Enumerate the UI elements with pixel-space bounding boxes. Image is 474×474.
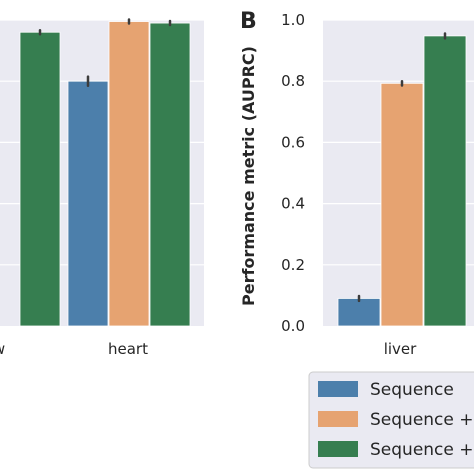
legend-items: Sequence Sequence + Sequence +	[318, 380, 474, 460]
x-tick-label: liver	[384, 340, 417, 358]
bar	[149, 22, 191, 327]
panel-label: B	[240, 9, 257, 34]
legend-label: Sequence	[370, 380, 454, 400]
legend-label: Sequence +	[370, 440, 474, 460]
right-chart-panel: 0.0 0.2 0.4 0.6 0.8 1.0 liver Performance met…	[239, 11, 474, 358]
y-axis-label: Performance metric (AUPRC)	[239, 46, 258, 306]
y-tick-label: 0.8	[281, 72, 305, 90]
left-chart-panel: w heart	[0, 18, 204, 358]
x-tick-label: heart	[108, 340, 148, 358]
left-bars	[19, 18, 191, 327]
x-tick-label: w	[0, 340, 5, 358]
bar	[423, 35, 467, 327]
legend-swatch	[318, 381, 358, 397]
y-tick-label: 0.0	[281, 317, 305, 335]
right-x-tick-labels: liver	[384, 340, 417, 358]
bar	[337, 298, 381, 327]
bar	[67, 80, 109, 327]
legend-swatch	[318, 411, 358, 427]
y-tick-labels: 0.0 0.2 0.4 0.6 0.8 1.0	[281, 11, 305, 335]
y-tick-label: 1.0	[281, 11, 305, 29]
legend-swatch	[318, 441, 358, 457]
bar	[108, 21, 150, 327]
bar	[19, 31, 61, 327]
y-tick-label: 0.6	[281, 133, 305, 151]
bar	[380, 82, 424, 327]
legend: Sequence Sequence + Sequence +	[308, 371, 474, 469]
y-tick-label: 0.4	[281, 195, 305, 213]
legend-label: Sequence +	[370, 410, 474, 430]
right-bars	[337, 32, 467, 327]
y-tick-label: 0.2	[281, 256, 305, 274]
left-x-tick-labels: w heart	[0, 340, 148, 358]
